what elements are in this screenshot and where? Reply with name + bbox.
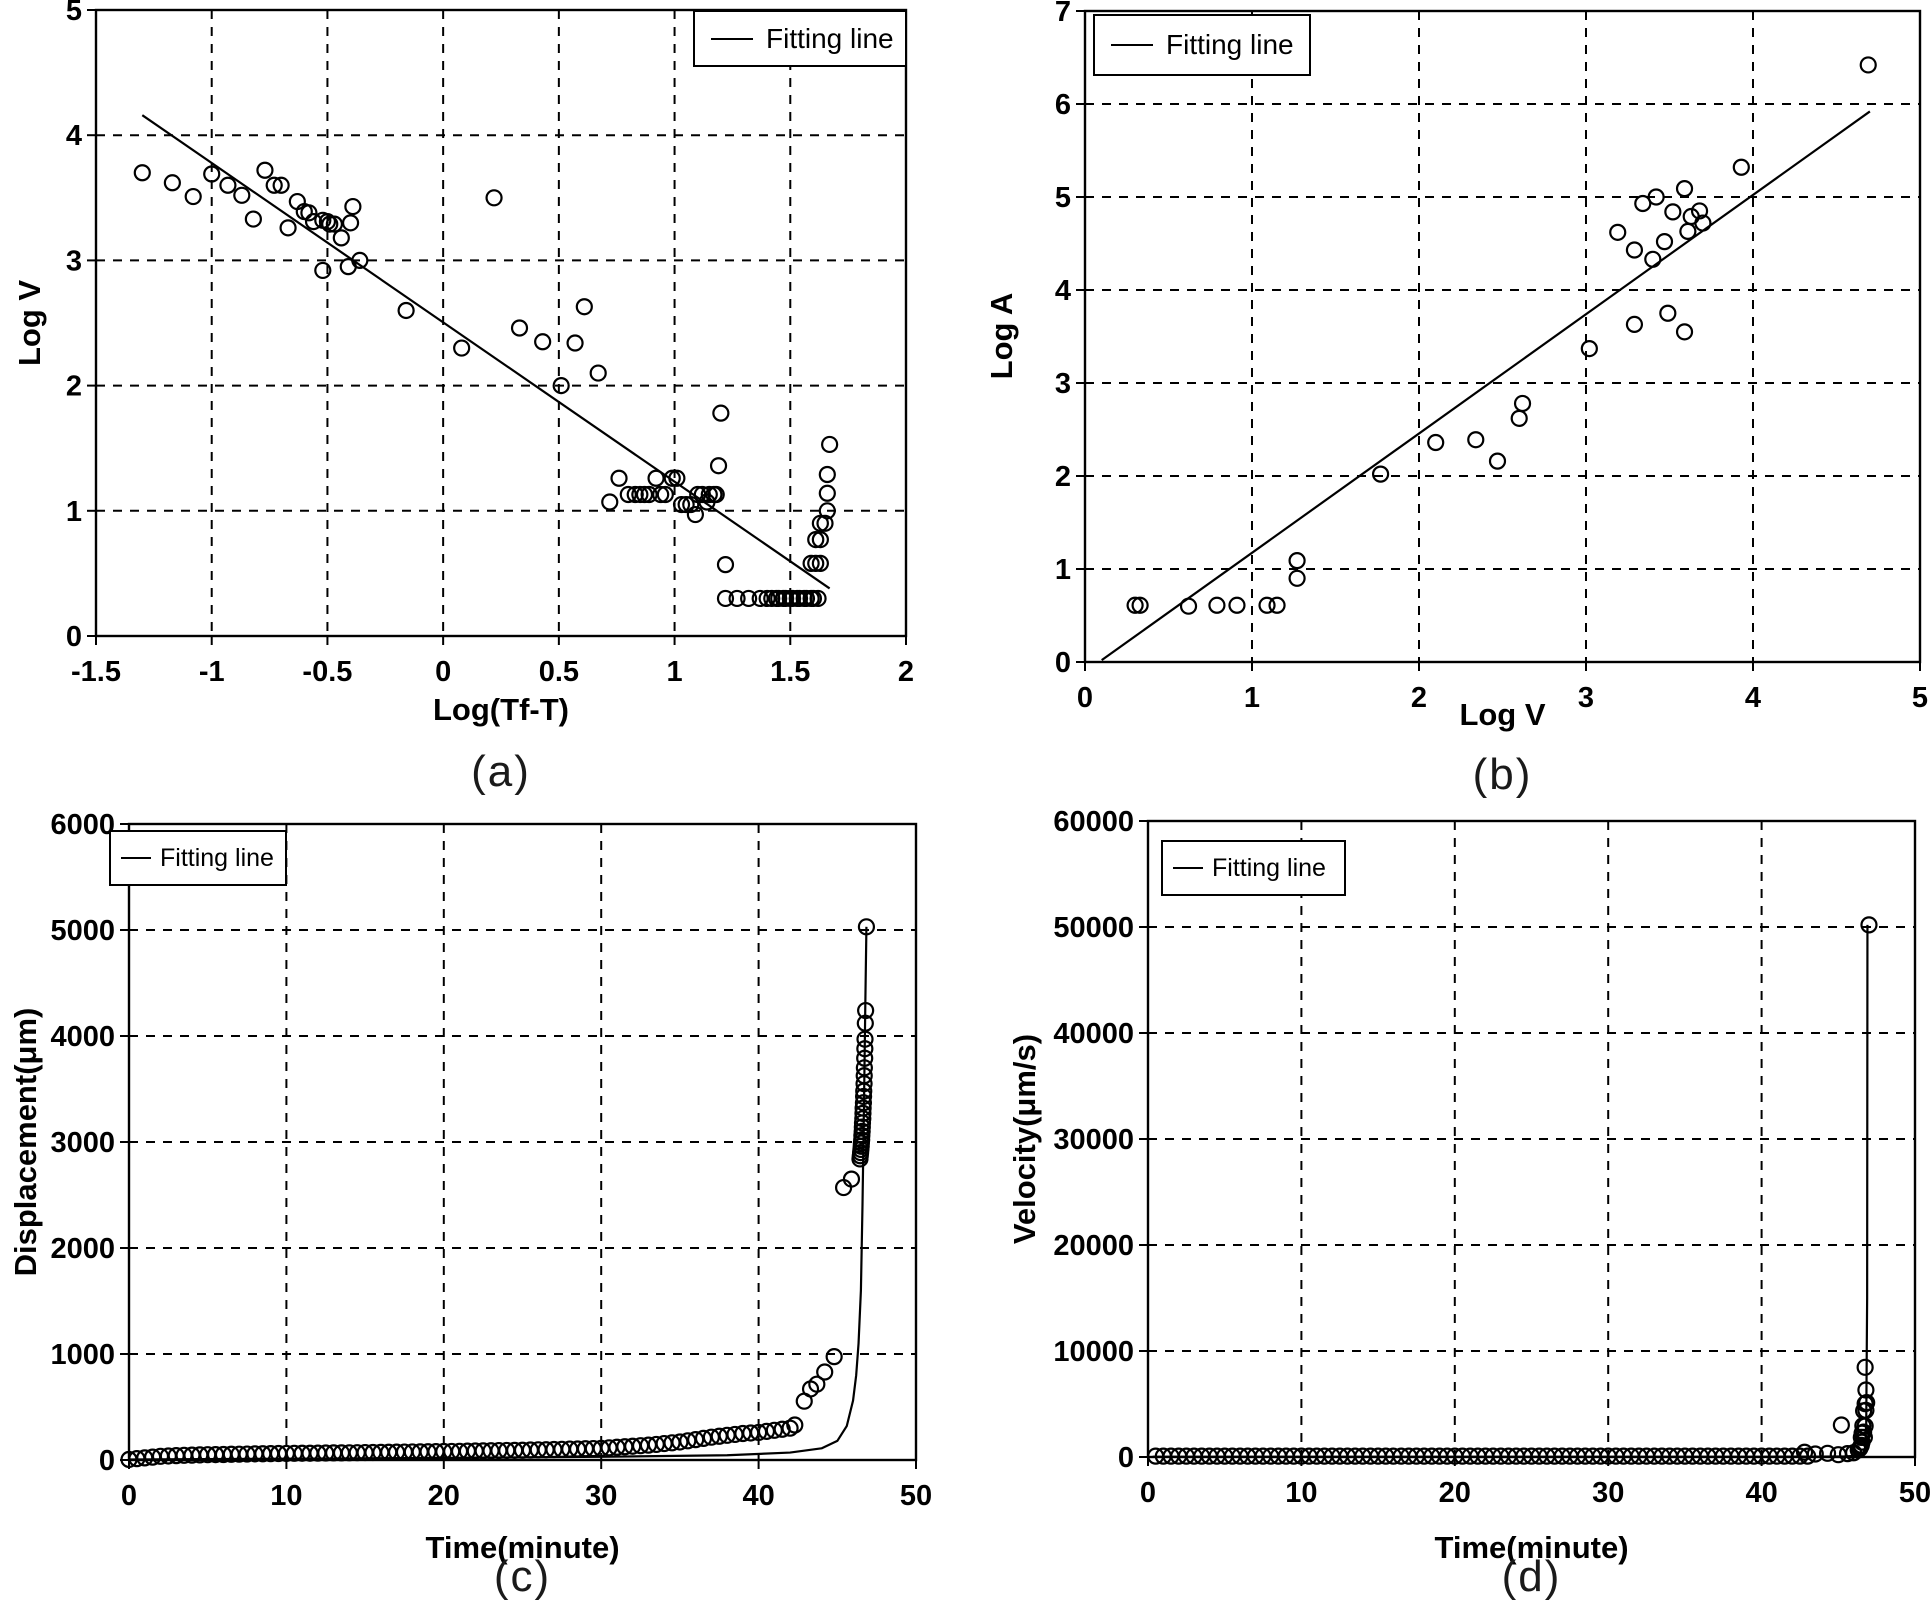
svg-text:2000: 2000 <box>50 1233 115 1265</box>
svg-text:1000: 1000 <box>50 1339 115 1371</box>
fitting-line-swatch <box>121 857 151 859</box>
plot-a-canvas: -1.5 -1 -0.5 0 0.5 1 1.5 2 0 1 2 3 4 5 <box>66 0 914 688</box>
y-axis-label-d: Velocity(μm/s) <box>1007 1033 1042 1245</box>
svg-text:-1: -1 <box>199 656 225 688</box>
plot-d-canvas: 0 10 20 30 40 50 0 10000 20000 30000 40000 50000 600… <box>1053 806 1931 1509</box>
svg-text:2: 2 <box>898 656 914 688</box>
svg-text:3: 3 <box>66 245 82 277</box>
plot-c-canvas: 0 10 20 30 40 50 0 1000 2000 3000 4000 5000 6000 <box>50 809 932 1512</box>
svg-text:5000: 5000 <box>50 915 115 947</box>
panel-a: -1.5 -1 -0.5 0 0.5 1 1.5 2 0 1 2 3 4 5 Fitting line L… <box>0 0 965 796</box>
y-axis-label-b: Log A <box>984 292 1019 380</box>
svg-text:2: 2 <box>1411 682 1427 714</box>
svg-text:20: 20 <box>1439 1477 1471 1509</box>
svg-text:2: 2 <box>66 371 82 403</box>
svg-text:40: 40 <box>1745 1477 1777 1509</box>
x-axis-label-b: Log V <box>1459 697 1546 732</box>
svg-text:4000: 4000 <box>50 1021 115 1053</box>
panel-d: 0 10 20 30 40 50 0 10000 20000 30000 40000 50000 600… <box>965 790 1931 1608</box>
svg-text:50: 50 <box>900 1480 932 1512</box>
svg-text:4: 4 <box>1055 275 1071 307</box>
svg-text:40: 40 <box>742 1480 774 1512</box>
legend-label: Fitting line <box>160 843 274 872</box>
x-axis-label-a: Log(Tf-T) <box>433 692 569 727</box>
svg-text:6000: 6000 <box>50 809 115 841</box>
svg-text:20: 20 <box>428 1480 460 1512</box>
fitting-line-swatch <box>711 37 753 40</box>
svg-text:1: 1 <box>1244 682 1260 714</box>
svg-text:50: 50 <box>1899 1477 1931 1509</box>
svg-text:5: 5 <box>1912 682 1928 714</box>
svg-text:50000: 50000 <box>1053 912 1134 944</box>
subfigure-label-a: (a) <box>471 747 531 796</box>
svg-text:0: 0 <box>66 621 82 653</box>
legend-d: Fitting line <box>1161 840 1346 896</box>
svg-text:-1.5: -1.5 <box>71 656 121 688</box>
svg-text:3: 3 <box>1055 368 1071 400</box>
svg-text:7: 7 <box>1055 0 1071 28</box>
legend-c: Fitting line <box>109 830 287 886</box>
svg-text:30: 30 <box>585 1480 617 1512</box>
fitting-line-swatch <box>1173 867 1203 869</box>
x-axis-label-c: Time(minute) <box>425 1530 620 1565</box>
panel-c: 0 10 20 30 40 50 0 1000 2000 3000 4000 5000 6000 Fit… <box>0 790 965 1608</box>
legend-label: Fitting line <box>766 22 894 54</box>
svg-text:3000: 3000 <box>50 1127 115 1159</box>
svg-text:1: 1 <box>667 656 683 688</box>
svg-text:4: 4 <box>1745 682 1761 714</box>
svg-text:30000: 30000 <box>1053 1124 1134 1156</box>
subfigure-label-c: (c) <box>493 1552 552 1601</box>
y-axis-label-c: Displacement(μm) <box>8 1007 43 1277</box>
svg-text:5: 5 <box>66 0 82 27</box>
svg-text:0: 0 <box>1055 647 1071 679</box>
svg-text:40000: 40000 <box>1053 1018 1134 1050</box>
svg-text:0.5: 0.5 <box>539 656 579 688</box>
svg-text:10: 10 <box>1285 1477 1317 1509</box>
svg-text:0: 0 <box>435 656 451 688</box>
x-axis-label-d: Time(minute) <box>1434 1530 1629 1565</box>
fitting-line-swatch <box>1111 44 1153 46</box>
plot-b-canvas: 0 1 2 3 4 5 0 1 2 3 4 5 6 7 <box>1055 0 1928 714</box>
legend-a: Fitting line <box>693 10 907 67</box>
svg-text:30: 30 <box>1592 1477 1624 1509</box>
svg-text:5: 5 <box>1055 182 1071 214</box>
svg-text:-0.5: -0.5 <box>302 656 352 688</box>
svg-text:0: 0 <box>121 1480 137 1512</box>
svg-text:60000: 60000 <box>1053 806 1134 838</box>
legend-label: Fitting line <box>1166 29 1294 60</box>
svg-text:2: 2 <box>1055 461 1071 493</box>
y-axis-label-a: Log V <box>12 279 47 367</box>
svg-text:0: 0 <box>99 1445 115 1477</box>
svg-text:20000: 20000 <box>1053 1230 1134 1262</box>
legend-label: Fitting line <box>1212 853 1326 882</box>
svg-text:1.5: 1.5 <box>770 656 810 688</box>
svg-text:3: 3 <box>1578 682 1594 714</box>
svg-text:6: 6 <box>1055 89 1071 121</box>
svg-text:10: 10 <box>270 1480 302 1512</box>
svg-text:0: 0 <box>1140 1477 1156 1509</box>
svg-text:1: 1 <box>1055 554 1071 586</box>
legend-b: Fitting line <box>1093 14 1311 76</box>
subfigure-label-b: (b) <box>1472 750 1533 799</box>
svg-text:4: 4 <box>66 120 82 152</box>
subfigure-label-d: (d) <box>1501 1552 1562 1601</box>
svg-text:0: 0 <box>1118 1442 1134 1474</box>
svg-text:0: 0 <box>1077 682 1093 714</box>
svg-text:1: 1 <box>66 496 82 528</box>
svg-text:10000: 10000 <box>1053 1336 1134 1368</box>
